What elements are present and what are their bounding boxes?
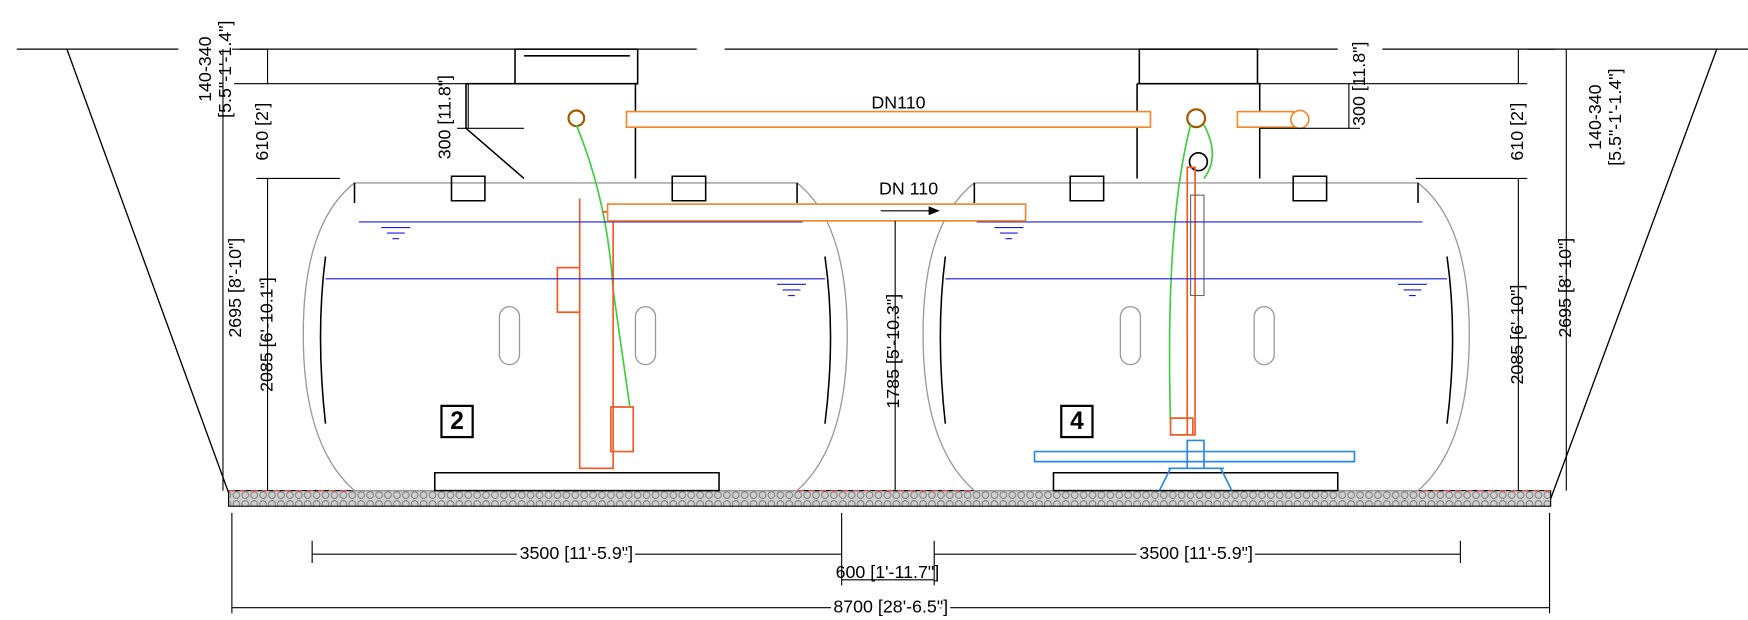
pipe-label: DN 110 <box>879 178 938 198</box>
dim-label: 140-340 <box>195 36 215 102</box>
dim-label: 2085 [6'-10.1"] <box>256 277 276 392</box>
pipe-label: DN110 <box>871 92 925 112</box>
dim-label: 300 [11.8"] <box>435 75 455 159</box>
pipes: DN110 DN 110 <box>606 92 1310 222</box>
trench <box>16 48 1748 507</box>
tank-2: 4 <box>922 48 1470 492</box>
dimension-lines <box>222 48 1567 614</box>
dim-label: 600 [1'-11.7"] <box>836 562 940 582</box>
dim-label: 1785 [5'-10.3"] <box>883 294 903 409</box>
water-levels <box>325 221 1448 297</box>
dim-label: 2695 [8'-10"] <box>225 238 245 338</box>
dim-label: [5.5"-1'-1.4"] <box>215 21 235 118</box>
dim-label: 610 [2'] <box>1507 103 1527 161</box>
dim-label: 140-340 <box>1585 84 1605 150</box>
tank-number-box <box>1060 404 1094 439</box>
dim-label: 3500 [11'-5.9"] <box>1139 543 1252 563</box>
dim-label: 300 [11.8"] <box>1349 42 1369 126</box>
tank-number: 4 <box>1070 408 1084 435</box>
tank-number: 2 <box>450 408 464 435</box>
dim-label: 2085 [6'-10"] <box>1507 285 1527 385</box>
dim-label: 8700 [28'-6.5"] <box>833 596 948 616</box>
dim-label: 610 [2'] <box>252 103 272 161</box>
dim-label: 3500 [11'-5.9"] <box>520 543 633 563</box>
tank-1: 2 <box>302 48 848 492</box>
tank-number-box <box>440 404 474 439</box>
dimension-labels: 140-340 [5.5"-1'-1.4"] 610 [2'] 300 [11.… <box>195 21 1625 620</box>
dim-label: [5.5"-1'-1.4"] <box>1605 68 1625 165</box>
dim-label: 2695 [8'-10"] <box>1555 238 1575 338</box>
